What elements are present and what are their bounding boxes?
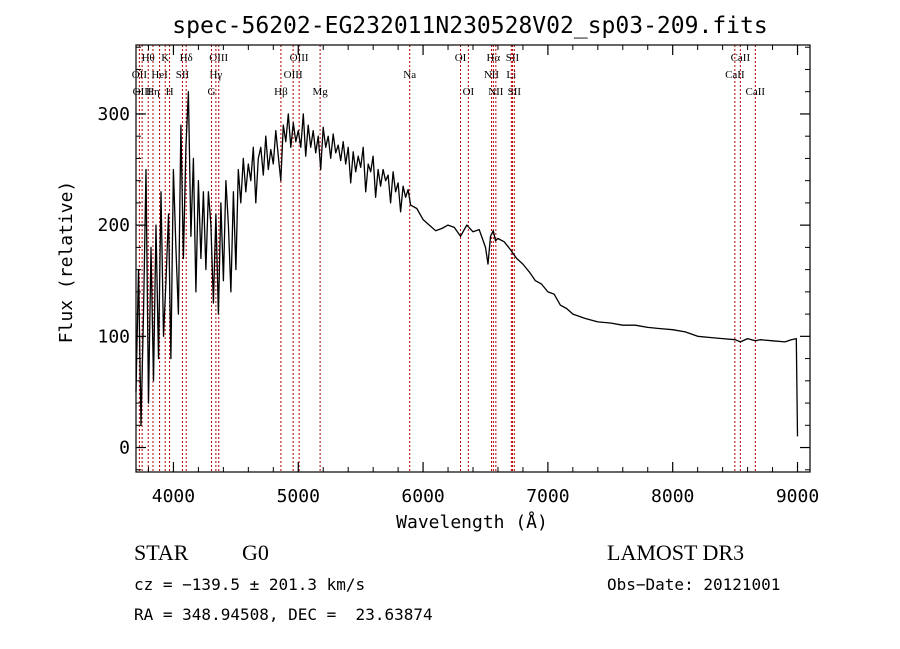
y-axis-label: Flux (relative) [56, 181, 77, 344]
y-tick-label: 100 [97, 326, 130, 347]
object-class: STAR [134, 540, 189, 565]
survey-name: LAMOST DR3 [607, 540, 744, 565]
x-axis-ticks: 4000 5000 6000 7000 8000 9000 [147, 45, 819, 507]
spectrum-line [135, 91, 799, 437]
x-tick-label: 8000 [651, 486, 694, 507]
line-marker-label: HeI [151, 69, 168, 81]
coordinates: RA = 348.94508, DEC = 23.63874 [134, 605, 433, 624]
line-marker-label: NII [484, 69, 500, 81]
line-marker-label: Mg [312, 86, 328, 98]
x-axis-label: Wavelength (Å) [396, 511, 548, 533]
line-marker-label: Hδ [180, 52, 193, 64]
line-marker-label: OIII [133, 86, 152, 98]
y-tick-label: 300 [97, 104, 130, 125]
line-marker-label: Na [403, 69, 416, 81]
line-marker-label: SII [506, 52, 520, 64]
line-marker-label: G [208, 86, 216, 98]
line-marker-label: Hα [486, 52, 500, 64]
redshift-info: cz = −139.5 ± 201.3 km/s [134, 575, 365, 594]
line-marker-label: H [166, 86, 174, 98]
line-marker-label: OIII [284, 69, 303, 81]
line-marker-label: Li [506, 69, 516, 81]
x-tick-label: 4000 [152, 486, 195, 507]
x-tick-label: 9000 [776, 486, 819, 507]
line-marker-label: OI [463, 86, 475, 98]
line-marker-label: CaII [746, 86, 766, 98]
chart-title: spec-56202-EG232011N230528V02_sp03-209.f… [172, 13, 767, 39]
x-tick-label: 5000 [277, 486, 320, 507]
x-tick-label: 7000 [526, 486, 569, 507]
line-marker-label: OII [132, 69, 148, 81]
y-tick-label: 0 [119, 438, 130, 459]
x-tick-label: 6000 [401, 486, 444, 507]
y-tick-label: 200 [97, 215, 130, 236]
line-marker-label: NII [488, 86, 504, 98]
line-marker-label: OIII [290, 52, 309, 64]
line-marker-label: K [161, 52, 169, 64]
line-marker-label: SII [176, 69, 190, 81]
line-marker-label: CaII [725, 69, 745, 81]
line-marker-label: Hγ [209, 69, 222, 81]
line-marker-label: Hθ [142, 52, 155, 64]
line-marker-label: CaII [731, 52, 751, 64]
plot-frame [135, 44, 811, 473]
obs-date: Obs−Date: 20121001 [607, 575, 780, 594]
line-marker-label: Hη [146, 86, 160, 98]
y-axis-ticks: 0 100 200 300 [97, 46, 810, 471]
object-subclass: G0 [242, 540, 269, 565]
line-marker-label: SII [508, 86, 522, 98]
line-marker-label: Hβ [274, 86, 288, 98]
line-marker-label: OI [455, 52, 467, 64]
line-marker-label: OIII [209, 52, 228, 64]
